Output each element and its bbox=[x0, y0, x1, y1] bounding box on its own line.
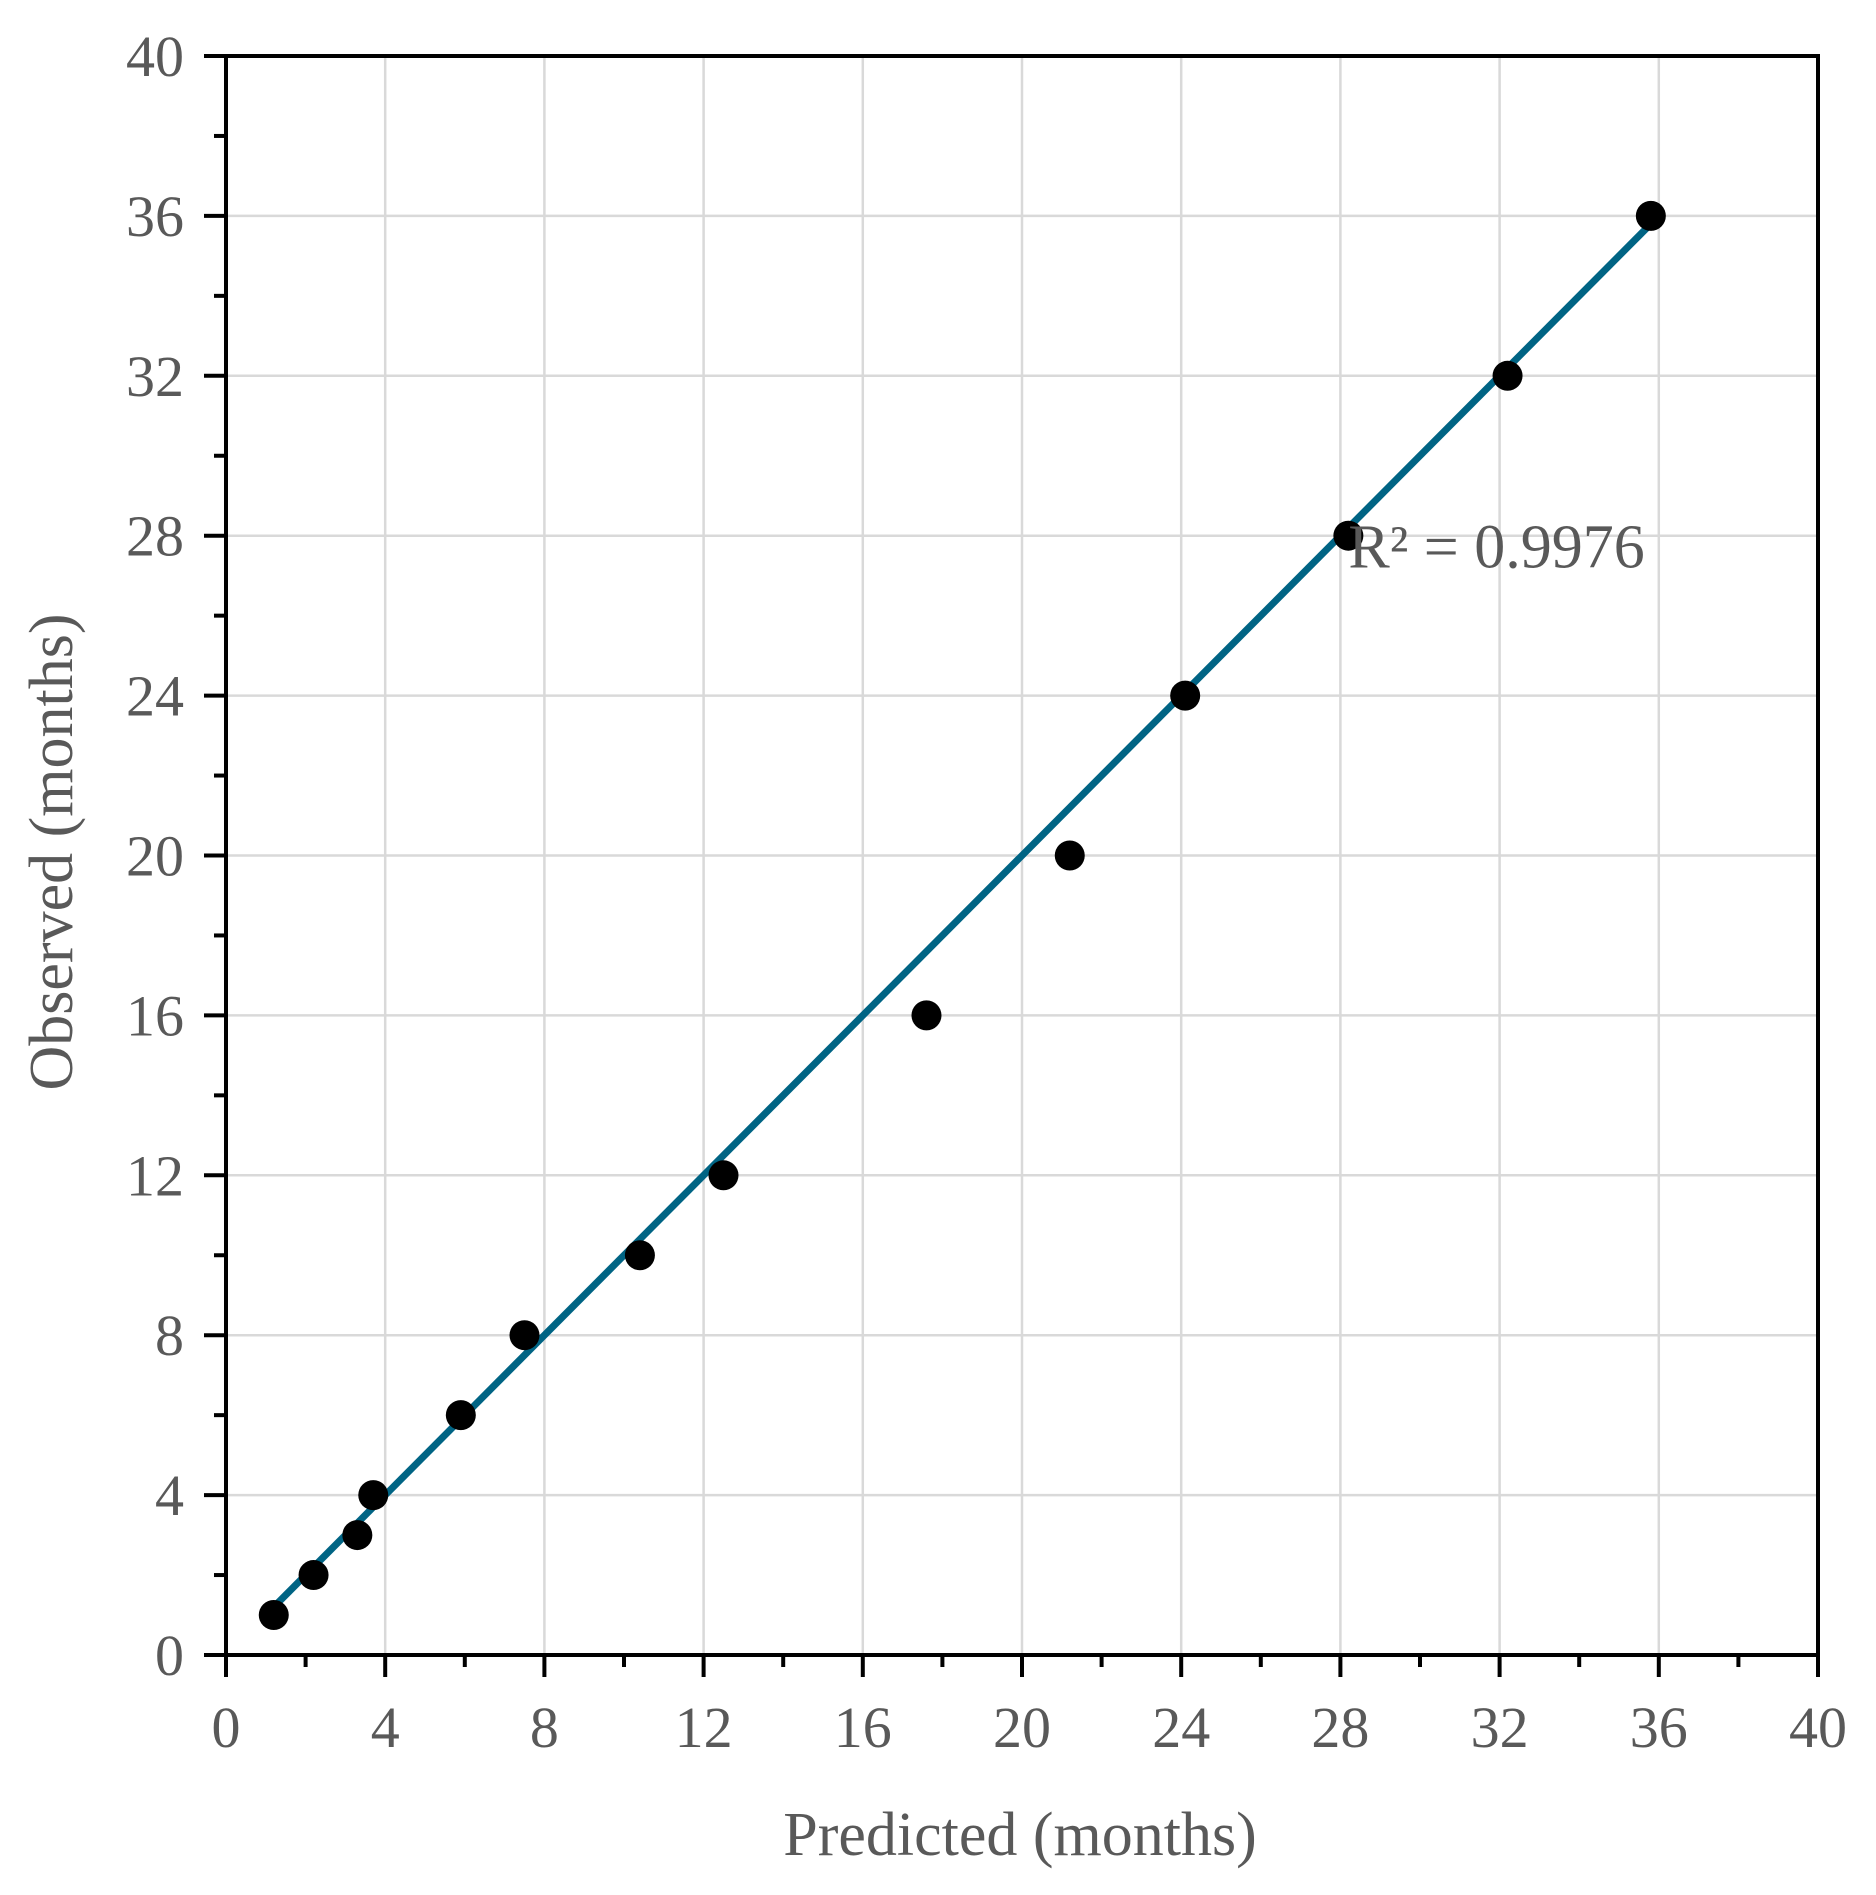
y-tick-label: 20 bbox=[126, 824, 184, 889]
trendline-layer bbox=[271, 221, 1654, 1610]
data-point bbox=[624, 1240, 655, 1271]
data-point bbox=[1054, 840, 1085, 871]
y-axis-title: Observed (months) bbox=[18, 614, 86, 1091]
x-tick-label: 40 bbox=[1789, 1695, 1847, 1760]
x-tick-label: 16 bbox=[834, 1695, 892, 1760]
trendline bbox=[271, 221, 1654, 1610]
x-tick-label: 36 bbox=[1630, 1695, 1688, 1760]
x-tick-label: 32 bbox=[1471, 1695, 1529, 1760]
data-point bbox=[342, 1520, 373, 1551]
data-point bbox=[358, 1480, 389, 1511]
data-point bbox=[1635, 200, 1666, 231]
axes bbox=[204, 54, 1820, 1677]
y-tick-label: 12 bbox=[126, 1143, 184, 1208]
r-squared-annotation: R² = 0.9976 bbox=[1348, 514, 1644, 582]
y-tick-label: 16 bbox=[126, 983, 184, 1048]
y-tick-label: 32 bbox=[126, 344, 184, 409]
x-tick-label: 4 bbox=[371, 1695, 400, 1760]
x-tick-label: 12 bbox=[675, 1695, 733, 1760]
data-point bbox=[258, 1600, 289, 1631]
data-point bbox=[1170, 680, 1201, 711]
data-point bbox=[708, 1160, 739, 1191]
y-tick-label: 24 bbox=[126, 664, 184, 729]
data-point bbox=[1333, 520, 1364, 551]
y-tick-label: 4 bbox=[155, 1463, 184, 1528]
data-point bbox=[509, 1320, 540, 1351]
x-axis-title: Predicted (months) bbox=[783, 1801, 1257, 1869]
y-tick-label: 28 bbox=[126, 504, 184, 569]
x-tick-label: 28 bbox=[1311, 1695, 1369, 1760]
y-tick-label: 8 bbox=[155, 1303, 184, 1368]
x-tick-label: 20 bbox=[993, 1695, 1051, 1760]
y-tick-label: 36 bbox=[126, 184, 184, 249]
y-tick-label: 0 bbox=[155, 1623, 184, 1688]
x-tick-label: 0 bbox=[212, 1695, 241, 1760]
data-point bbox=[298, 1560, 329, 1591]
x-tick-label: 24 bbox=[1152, 1695, 1210, 1760]
annotations: R² = 0.9976 bbox=[1348, 514, 1644, 582]
data-points bbox=[258, 200, 1666, 1631]
tick-labels: 0 4 8 12 16 20 24 28 32 36 40 0 4 8 12 16 20 24 28 32 36 40 bbox=[126, 24, 1847, 1760]
data-point bbox=[1492, 360, 1523, 391]
data-point bbox=[911, 1000, 942, 1031]
y-tick-label: 40 bbox=[126, 24, 184, 89]
data-point bbox=[445, 1400, 476, 1431]
x-tick-label: 8 bbox=[530, 1695, 559, 1760]
